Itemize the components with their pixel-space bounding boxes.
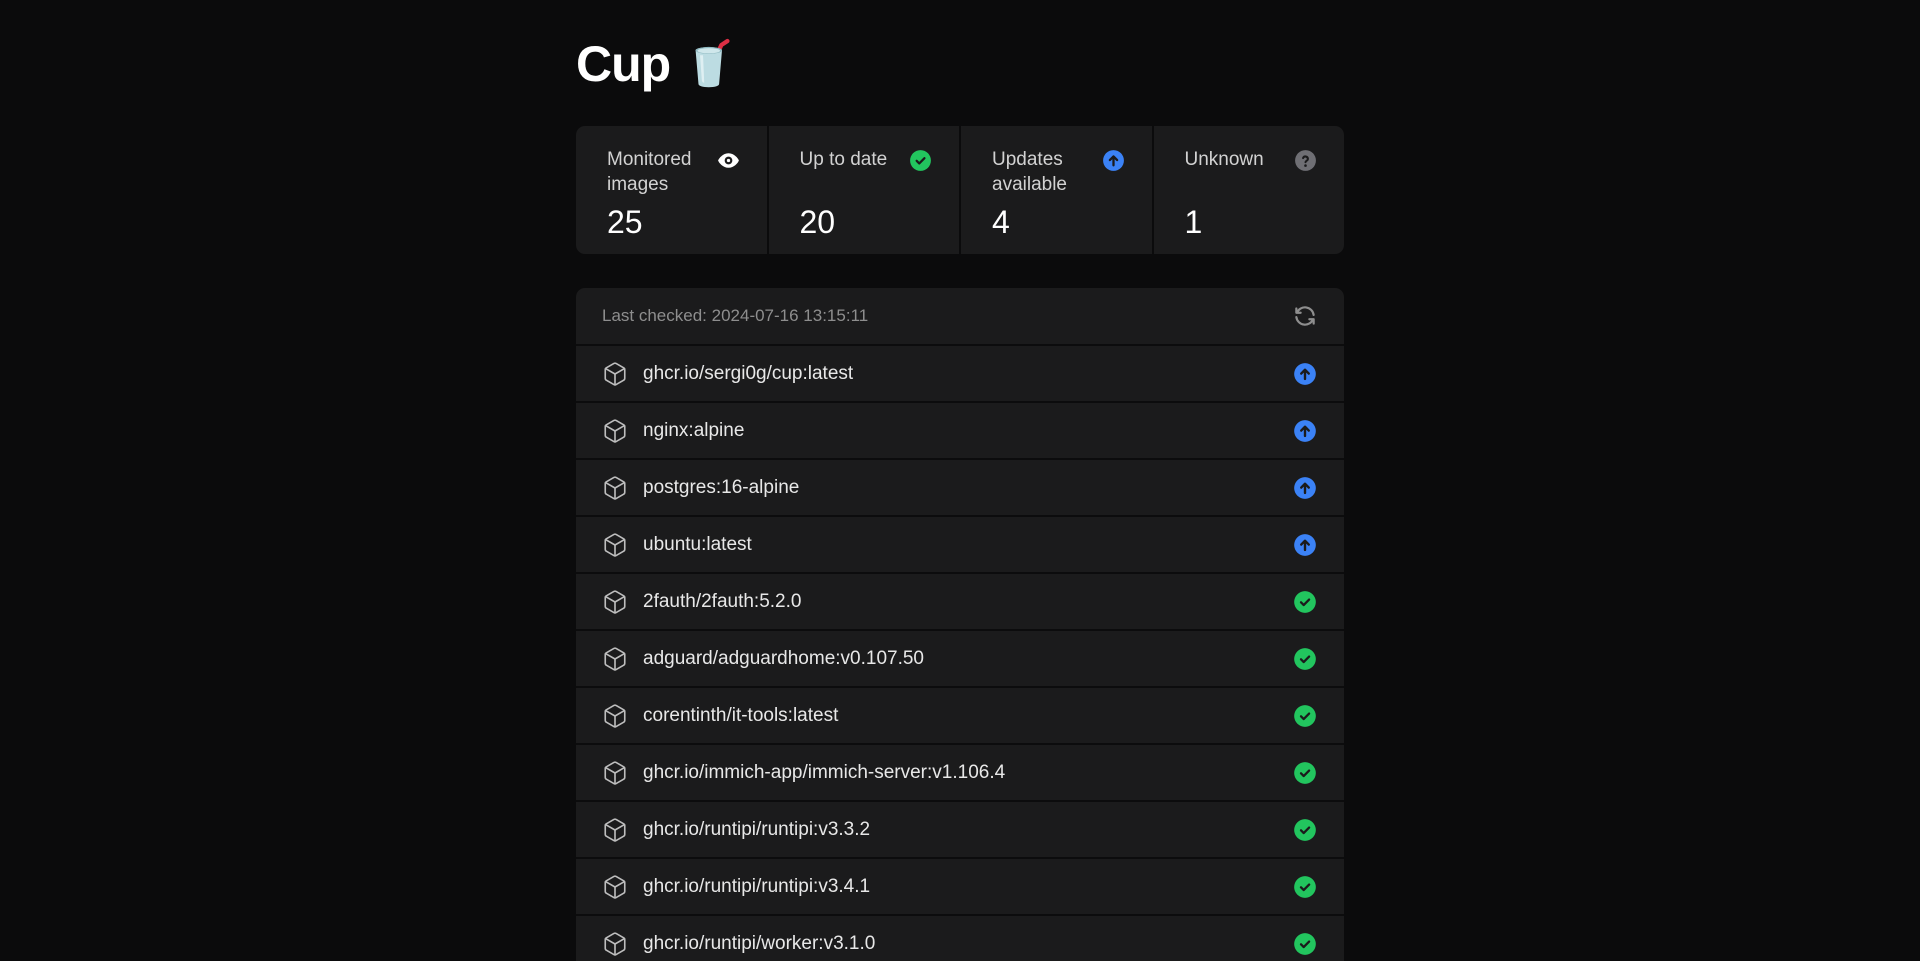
image-row[interactable]: ghcr.io/runtipi/runtipi:v3.4.1 [576, 857, 1344, 914]
image-row[interactable]: nginx:alpine [576, 401, 1344, 458]
up-to-date-status-icon [1292, 874, 1318, 900]
image-name: corentinth/it-tools:latest [643, 704, 839, 726]
stat-label: Monitored images [607, 149, 692, 195]
app-header: Cup [576, 31, 1344, 97]
up-to-date-status-icon [1292, 760, 1318, 786]
image-row[interactable]: adguard/adguardhome:v0.107.50 [576, 629, 1344, 686]
image-row[interactable]: 2fauth/2fauth:5.2.0 [576, 572, 1344, 629]
image-name: ghcr.io/sergi0g/cup:latest [643, 362, 854, 384]
image-name: 2fauth/2fauth:5.2.0 [643, 590, 802, 612]
image-name: nginx:alpine [643, 419, 745, 441]
image-row[interactable]: ghcr.io/runtipi/worker:v3.1.0 [576, 914, 1344, 961]
image-name: ghcr.io/immich-app/immich-server:v1.106.… [643, 761, 1006, 783]
last-checked-label: Last checked: 2024-07-16 13:15:11 [602, 306, 869, 325]
box-icon [602, 874, 628, 900]
stat-value: 20 [799, 204, 836, 240]
refresh-button[interactable] [1292, 303, 1318, 329]
image-name: ghcr.io/runtipi/runtipi:v3.4.1 [643, 875, 871, 897]
box-icon [602, 703, 628, 729]
image-name: ghcr.io/runtipi/worker:v3.1.0 [643, 932, 876, 954]
stat-value: 25 [607, 204, 643, 240]
up-to-date-status-icon [1292, 589, 1318, 615]
box-icon [602, 361, 628, 387]
update-available-status-icon [1292, 418, 1318, 444]
image-row[interactable]: ubuntu:latest [576, 515, 1344, 572]
box-icon [602, 475, 628, 501]
box-icon [602, 931, 628, 957]
circle-check-icon [908, 148, 933, 173]
box-icon [602, 817, 628, 843]
image-name: postgres:16-alpine [643, 476, 800, 498]
box-icon [602, 418, 628, 444]
refresh-icon [1292, 303, 1318, 329]
stat-unknown: Unknown 1 [1151, 126, 1345, 254]
up-to-date-status-icon [1292, 646, 1318, 672]
box-icon [602, 532, 628, 558]
image-name: adguard/adguardhome:v0.107.50 [643, 647, 925, 669]
image-row[interactable]: ghcr.io/sergi0g/cup:latest [576, 344, 1344, 401]
image-list: ghcr.io/sergi0g/cup:latest nginx:alpine … [576, 344, 1344, 961]
eye-icon [716, 148, 741, 173]
image-name: ubuntu:latest [643, 533, 752, 555]
box-icon [602, 589, 628, 615]
stat-label: Unknown [1184, 149, 1264, 170]
main-content: Cup Monitored images 25 Up to date 20 Up… [576, 0, 1344, 961]
circle-question-icon [1293, 148, 1318, 173]
card-header: Last checked: 2024-07-16 13:15:11 [576, 288, 1344, 344]
stat-monitored-images: Monitored images 25 [576, 126, 767, 254]
stats-bar: Monitored images 25 Up to date 20 Update… [576, 126, 1344, 254]
stat-value: 4 [992, 204, 1010, 240]
up-to-date-status-icon [1292, 931, 1318, 957]
image-name: ghcr.io/runtipi/runtipi:v3.3.2 [643, 818, 871, 840]
up-to-date-status-icon [1292, 703, 1318, 729]
update-available-status-icon [1292, 532, 1318, 558]
cup-with-straw-icon [686, 36, 734, 88]
images-card: Last checked: 2024-07-16 13:15:11 ghcr.i… [576, 288, 1344, 961]
image-row[interactable]: ghcr.io/runtipi/runtipi:v3.3.2 [576, 800, 1344, 857]
update-available-status-icon [1292, 361, 1318, 387]
image-row[interactable]: ghcr.io/immich-app/immich-server:v1.106.… [576, 743, 1344, 800]
stat-label: Up to date [799, 149, 888, 170]
image-row[interactable]: postgres:16-alpine [576, 458, 1344, 515]
page-title: Cup [576, 36, 671, 92]
stat-updates-available: Updates available 4 [959, 126, 1152, 254]
box-icon [602, 646, 628, 672]
image-row[interactable]: corentinth/it-tools:latest [576, 686, 1344, 743]
circle-arrow-up-icon [1101, 148, 1126, 173]
stat-up-to-date: Up to date 20 [766, 126, 960, 254]
box-icon [602, 760, 628, 786]
up-to-date-status-icon [1292, 817, 1318, 843]
stat-value: 1 [1184, 204, 1203, 240]
update-available-status-icon [1292, 475, 1318, 501]
stat-label: Updates available [992, 149, 1067, 195]
